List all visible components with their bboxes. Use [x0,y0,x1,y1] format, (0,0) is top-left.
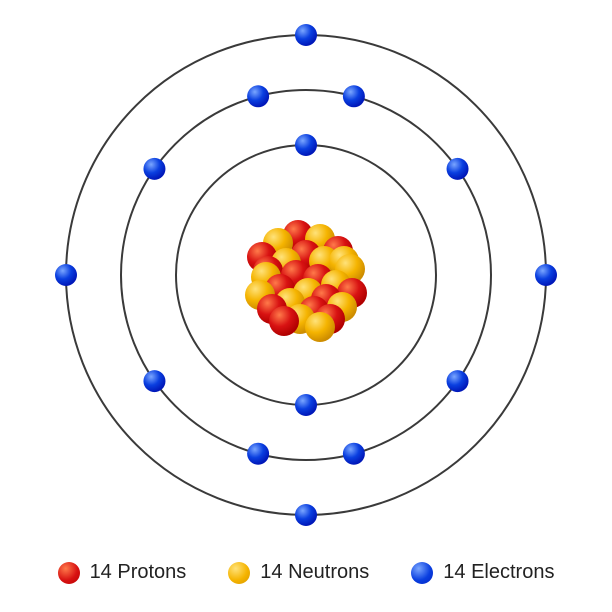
legend-item-protons: 14 Protons [58,561,187,584]
electron-shell-2 [447,370,469,392]
neutron [305,312,335,342]
electron-shell-1 [295,394,317,416]
electron-shell-2 [447,158,469,180]
electron-shell-2 [343,443,365,465]
electron-shell-3 [535,264,557,286]
electron-shell-2 [247,443,269,465]
electron-shell-3 [295,24,317,46]
electron-shell-2 [143,370,165,392]
electron-icon [411,562,433,584]
electron-shell-1 [295,134,317,156]
electron-shell-2 [343,85,365,107]
electron-shell-3 [55,264,77,286]
electron-shell-2 [247,85,269,107]
legend-item-electrons: 14 Electrons [411,561,554,584]
electron-shell-3 [295,504,317,526]
proton-icon [58,562,80,584]
legend-label-electrons: 14 Electrons [443,561,554,584]
electron-shell-2 [143,158,165,180]
atom-svg [0,0,612,612]
neutron-icon [228,562,250,584]
legend-label-neutrons: 14 Neutrons [260,561,369,584]
legend: 14 Protons 14 Neutrons 14 Electrons [0,561,612,584]
atom-diagram: 14 Protons 14 Neutrons 14 Electrons [0,0,612,612]
legend-item-neutrons: 14 Neutrons [228,561,369,584]
proton [269,306,299,336]
legend-label-protons: 14 Protons [90,561,187,584]
